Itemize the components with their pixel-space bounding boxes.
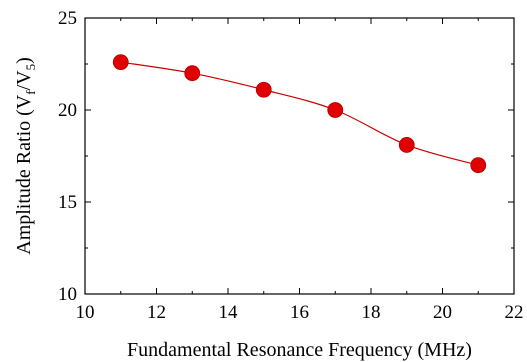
data-point: [255, 81, 272, 98]
data-point: [112, 54, 129, 71]
plot-frame: [84, 17, 515, 295]
data-points: [112, 54, 487, 174]
trend-line: [120, 61, 479, 166]
y-tick-label: 20: [58, 100, 77, 121]
data-point: [327, 102, 344, 118]
x-tick-label: 14: [219, 302, 239, 323]
x-tick-label: 18: [362, 302, 381, 323]
x-tick-label: 22: [505, 302, 524, 323]
x-tick-label: 20: [433, 302, 452, 323]
y-tick-labels: 10 15 20 25: [58, 8, 77, 305]
y-tick-label: 10: [58, 284, 77, 305]
ticks: [84, 17, 515, 295]
y-tick-label: 15: [58, 192, 77, 213]
x-tick-labels: 10 12 14 16 18 20 22: [76, 302, 524, 323]
x-tick-label: 16: [290, 302, 309, 323]
x-axis-label: Fundamental Resonance Frequency (MHz): [127, 339, 472, 361]
y-axis-label: Amplitude Ratio (Vf/V5): [13, 57, 38, 255]
y-tick-label: 25: [58, 8, 77, 29]
x-tick-label: 12: [147, 302, 166, 323]
data-point: [470, 157, 487, 174]
x-tick-label: 10: [76, 302, 95, 323]
data-point: [184, 65, 201, 82]
data-point: [398, 137, 415, 153]
